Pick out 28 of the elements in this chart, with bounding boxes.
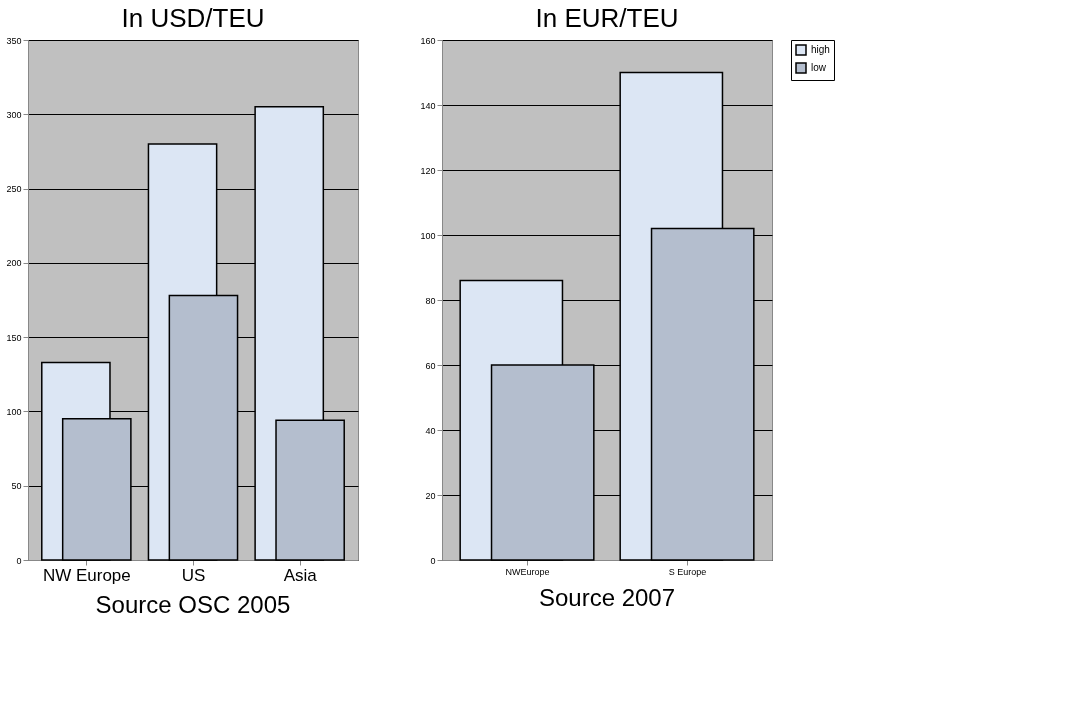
- y-tick-label: 350: [6, 35, 22, 46]
- y-tick-label: 140: [420, 100, 436, 111]
- y-tick-label: 80: [425, 295, 436, 306]
- source-note: Source OSC 2005: [95, 591, 291, 618]
- y-tick-label: 150: [6, 332, 22, 343]
- y-tick-label: 20: [425, 490, 436, 501]
- source-note: Source 2007: [538, 584, 676, 611]
- y-tick-label: 200: [6, 258, 22, 269]
- chart-title: In EUR/TEU: [535, 3, 679, 33]
- legend-label: low: [811, 62, 827, 73]
- y-tick-label: 120: [420, 165, 436, 176]
- y-tick-label: 160: [420, 35, 436, 46]
- x-tick-label: NW Europe: [42, 565, 131, 585]
- y-tick-label: 0: [430, 555, 436, 566]
- x-tick-label: NWEurope: [505, 566, 550, 577]
- x-tick-label: Asia: [283, 565, 318, 585]
- y-tick-label: 40: [425, 425, 436, 436]
- x-tick-label: S Europe: [668, 566, 707, 577]
- y-tick-label: 300: [6, 109, 22, 120]
- y-tick-label: 100: [6, 406, 22, 417]
- y-tick-label: 50: [11, 481, 22, 492]
- y-tick-label: 0: [16, 555, 22, 566]
- y-tick-label: 100: [420, 230, 436, 241]
- y-tick-label: 250: [6, 184, 22, 195]
- chart-title: In USD/TEU: [121, 3, 265, 33]
- legend-label: high: [811, 44, 830, 55]
- y-tick-label: 60: [425, 360, 436, 371]
- x-tick-label: US: [181, 565, 206, 585]
